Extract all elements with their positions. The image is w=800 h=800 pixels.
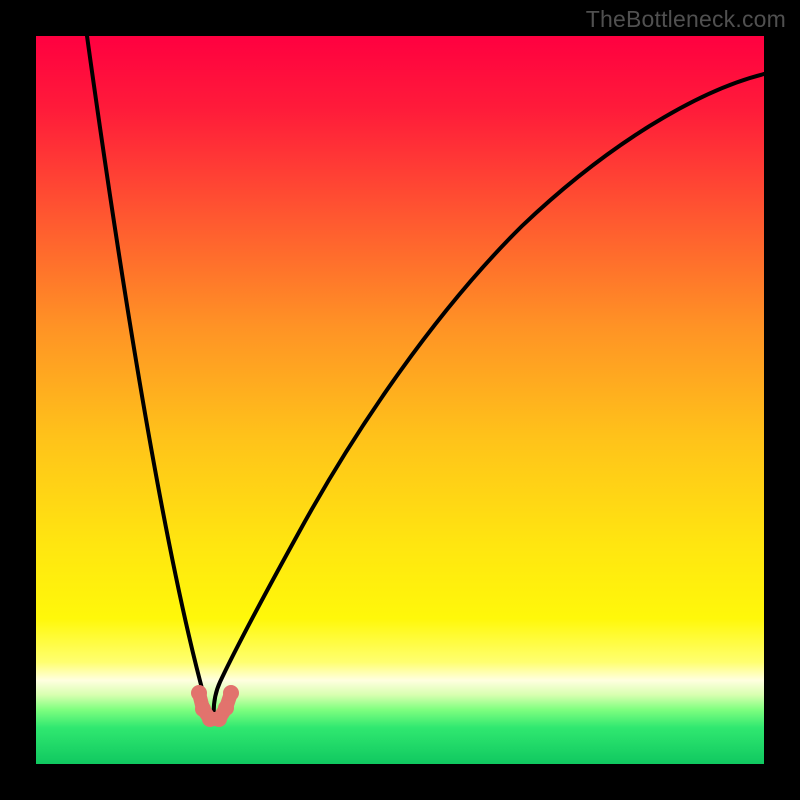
- plot-area: [36, 36, 764, 764]
- curve-layer: [36, 36, 764, 764]
- watermark-text: TheBottleneck.com: [586, 6, 786, 33]
- bottleneck-curve: [87, 36, 764, 720]
